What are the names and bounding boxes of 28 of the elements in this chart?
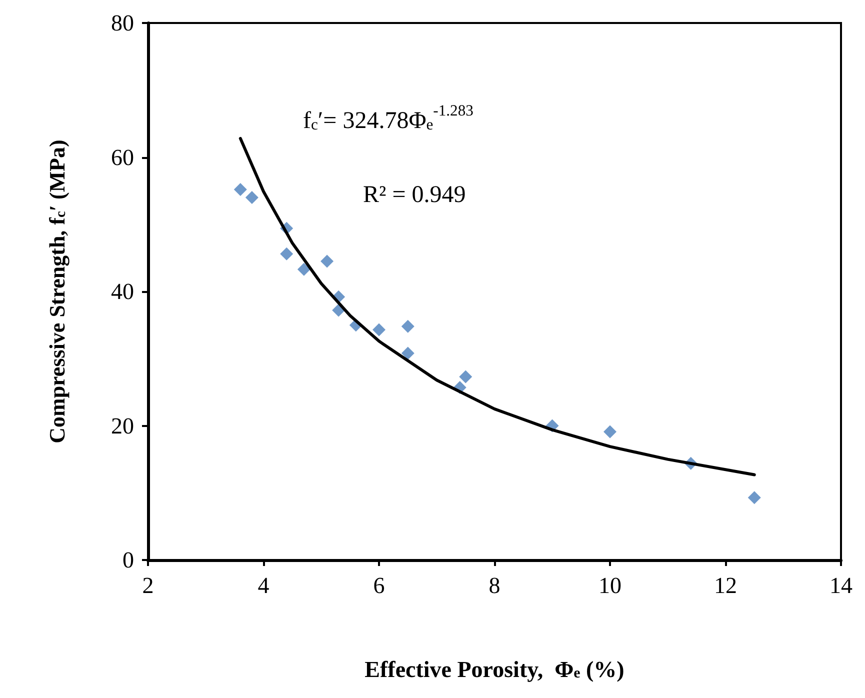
line-series [238, 136, 756, 476]
x-tick-label: 4 [258, 573, 270, 598]
y-tick-label: 60 [111, 144, 134, 170]
point [401, 346, 414, 360]
x-tick-label: 6 [373, 573, 385, 598]
point [372, 323, 386, 336]
point [748, 491, 761, 504]
y-tick-label: 0 [122, 548, 134, 572]
x-tick-label: 14 [830, 573, 853, 598]
point [245, 191, 258, 204]
y-tick-label: 80 [111, 10, 134, 36]
y-axis-title: Compressive Strength, fc′ (MPa) [44, 140, 70, 444]
point [320, 254, 334, 268]
x-tick-label: 12 [714, 573, 737, 598]
x-tick-label: 10 [598, 573, 622, 598]
annotation: fc′= 324.78Φe-1.283 [303, 102, 474, 134]
x-tick-label: 8 [488, 573, 500, 598]
point [459, 370, 472, 384]
x-tick-label: 2 [142, 573, 154, 598]
point [280, 247, 294, 260]
y-tick-label: 20 [111, 413, 134, 438]
point [297, 262, 310, 276]
point [604, 425, 616, 438]
point [234, 182, 247, 196]
annotation: R² = 0.949 [363, 182, 466, 208]
y-tick-label: 40 [111, 279, 134, 304]
x-axis-title: Effective Porosity, Φe (%) [364, 656, 624, 682]
point [401, 320, 414, 333]
